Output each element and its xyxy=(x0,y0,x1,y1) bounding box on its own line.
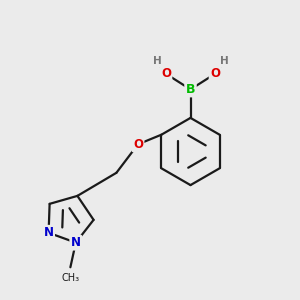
Text: B: B xyxy=(186,83,195,96)
Text: N: N xyxy=(44,226,54,239)
Text: H: H xyxy=(152,56,161,66)
Text: O: O xyxy=(161,67,171,80)
Text: N: N xyxy=(71,236,81,249)
Text: O: O xyxy=(210,67,220,80)
Text: CH₃: CH₃ xyxy=(61,273,80,283)
Text: O: O xyxy=(133,138,143,151)
Text: H: H xyxy=(220,56,229,66)
